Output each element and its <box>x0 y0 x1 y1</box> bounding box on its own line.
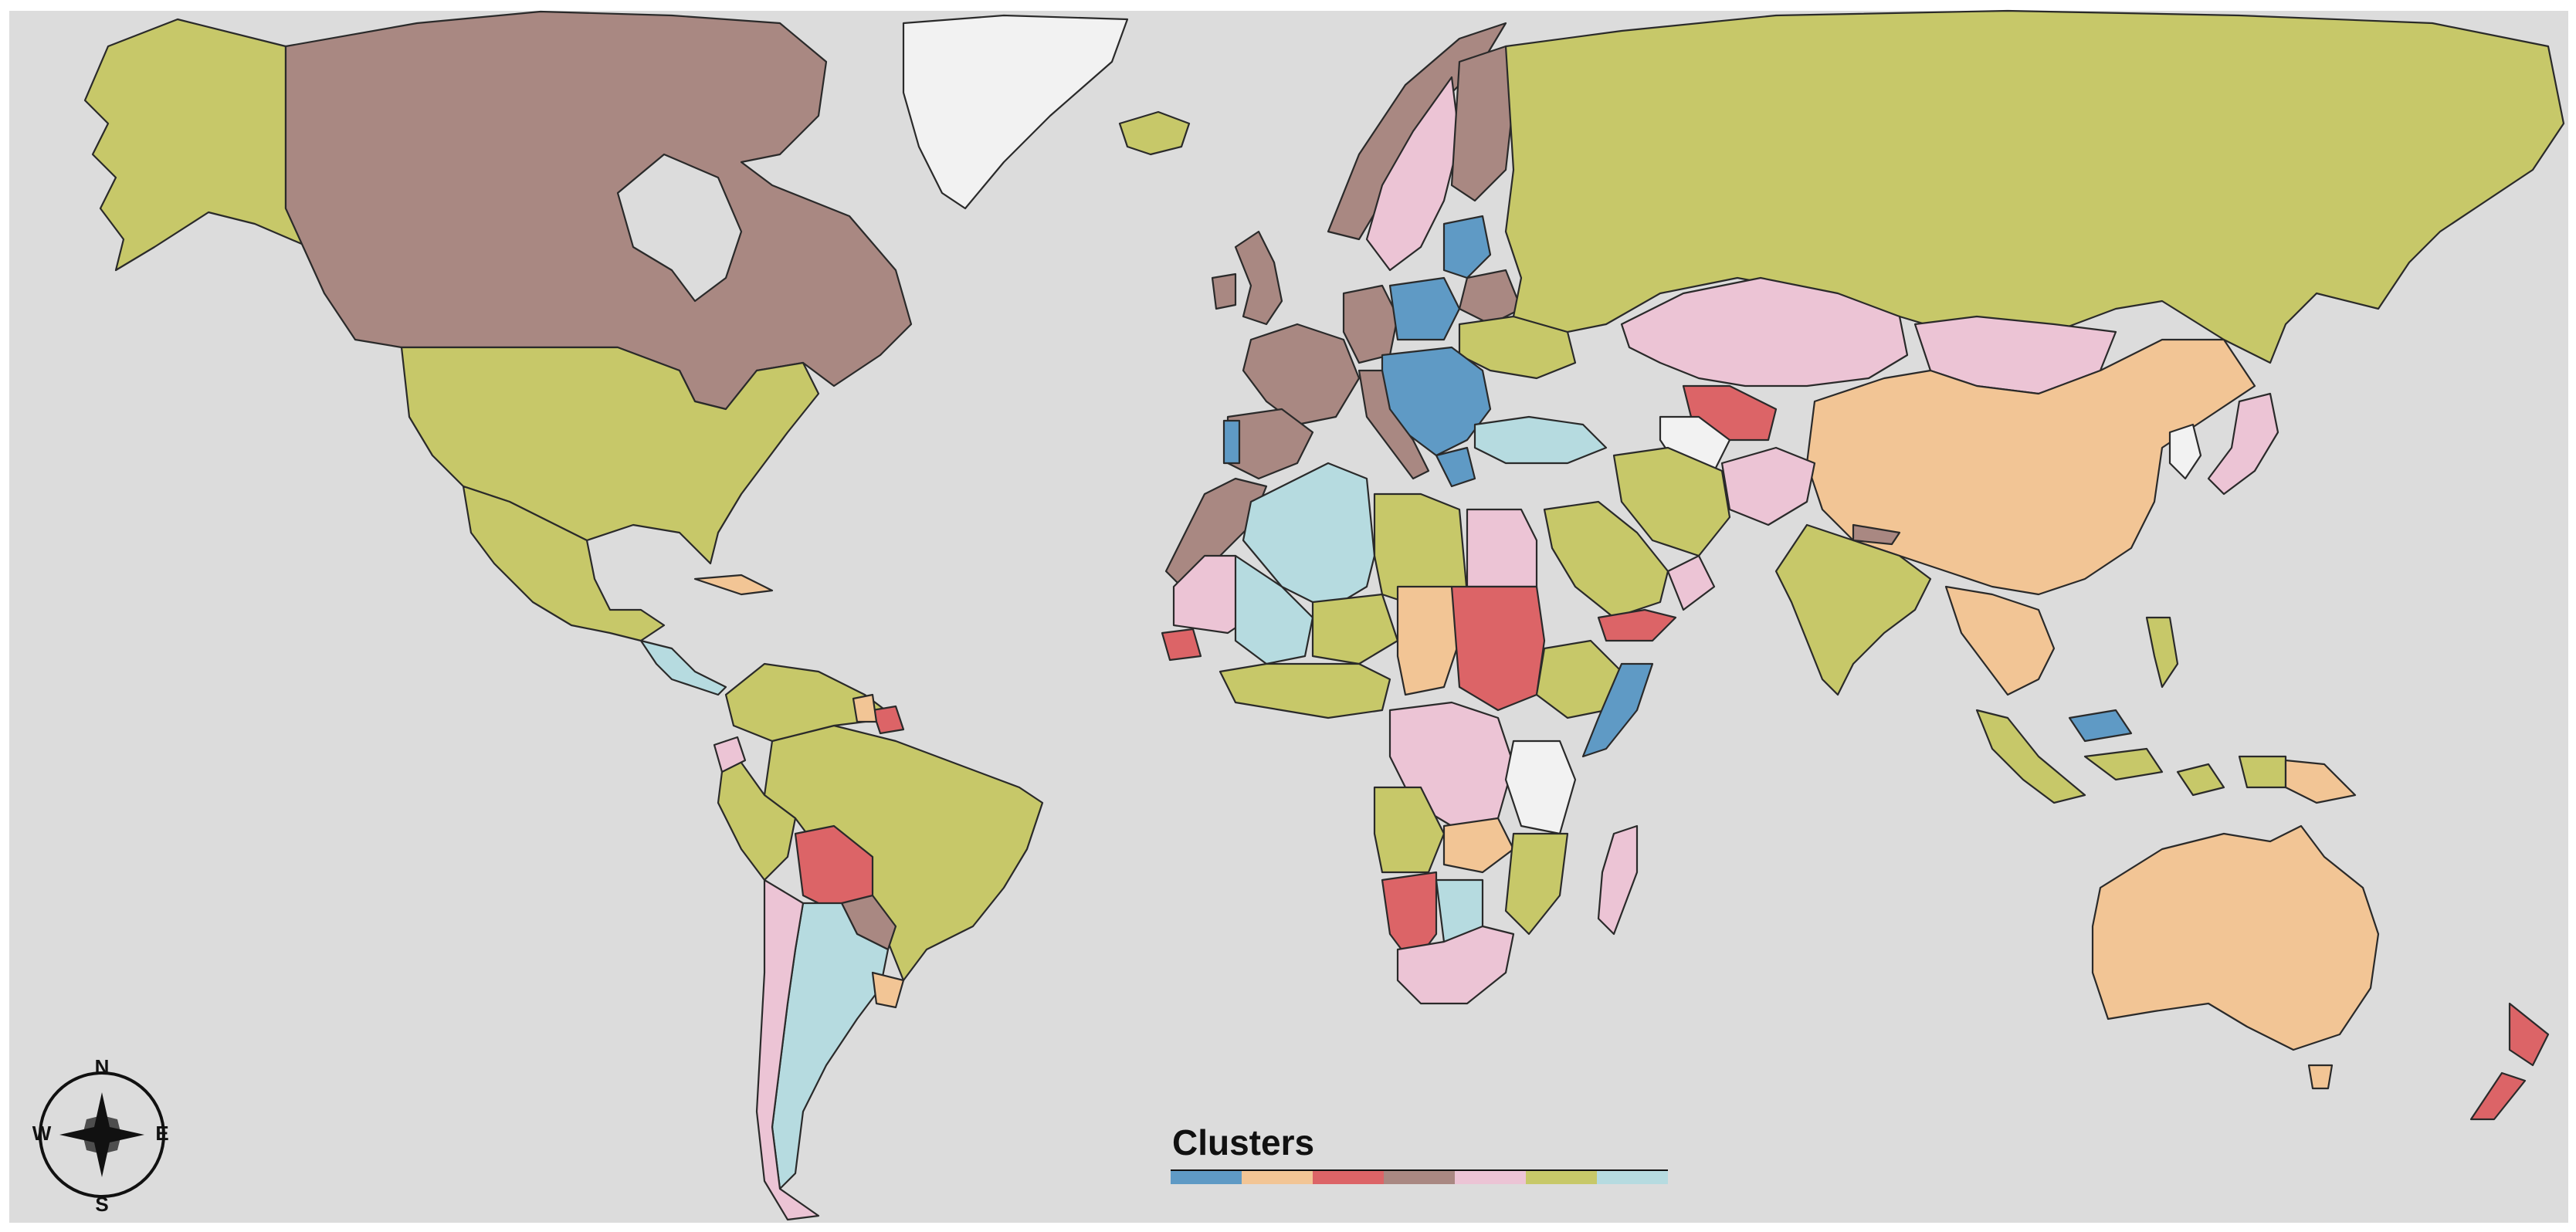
country-turkey[interactable] <box>1473 415 1608 465</box>
country-russia[interactable] <box>1504 9 2565 364</box>
country-iran[interactable] <box>1612 446 1731 557</box>
country-indonesia[interactable] <box>1975 709 2287 804</box>
country-greenland[interactable] <box>902 14 1129 210</box>
country-kazakhstan[interactable] <box>1620 276 1909 388</box>
compass-east-label: E <box>155 1122 168 1145</box>
compass-star-inner-icon <box>83 1115 121 1154</box>
legend-swatch-2 <box>1242 1170 1313 1184</box>
compass-west-label: W <box>32 1122 52 1145</box>
country-guyana[interactable] <box>871 705 905 735</box>
country-egypt[interactable] <box>1466 508 1538 588</box>
country-peru[interactable] <box>717 740 797 882</box>
legend-swatch-6 <box>1526 1170 1597 1184</box>
country-greece[interactable] <box>1435 446 1476 488</box>
country-france[interactable] <box>1242 323 1361 426</box>
compass-south-label: S <box>95 1193 108 1216</box>
country-chile[interactable] <box>755 878 820 1221</box>
country-algeria[interactable] <box>1242 462 1376 611</box>
legend-title: Clusters <box>1172 1122 1314 1163</box>
country-japan[interactable] <box>2207 392 2279 496</box>
country-papua-new-guinea[interactable] <box>2284 759 2357 804</box>
country-baltics[interactable] <box>1442 215 1492 279</box>
country-india[interactable] <box>1774 523 1932 696</box>
country-belarus[interactable] <box>1458 269 1523 326</box>
legend-color-bar <box>1171 1169 1668 1184</box>
country-portugal[interactable] <box>1222 419 1241 465</box>
country-mali[interactable] <box>1234 554 1314 665</box>
country-australia[interactable] <box>2091 824 2380 1051</box>
country-new-zealand[interactable] <box>2469 1002 2550 1121</box>
legend: Clusters <box>1171 1122 1668 1184</box>
country-yemen[interactable] <box>1597 608 1677 642</box>
country-mexico[interactable] <box>462 485 666 642</box>
country-uk[interactable] <box>1234 230 1283 326</box>
country-philippines[interactable] <box>2145 616 2179 689</box>
legend-swatch-4 <box>1384 1170 1455 1184</box>
country-angola[interactable] <box>1373 786 1446 874</box>
hudson-bay <box>616 153 743 303</box>
country-korea[interactable] <box>2168 423 2202 480</box>
country-south-africa[interactable] <box>1396 925 1515 1005</box>
country-mozambique[interactable] <box>1504 832 1569 936</box>
legend-swatch-1 <box>1171 1170 1242 1184</box>
country-iceland[interactable] <box>1118 110 1191 156</box>
country-nepal[interactable] <box>1852 523 1901 546</box>
compass-ring <box>39 1071 165 1198</box>
country-suriname[interactable] <box>852 693 878 723</box>
country-malaysia[interactable] <box>2068 709 2133 743</box>
country-zambia[interactable] <box>1442 817 1515 874</box>
country-southeast-asia[interactable] <box>1944 585 2056 696</box>
country-ecuador[interactable] <box>713 736 747 773</box>
country-somalia[interactable] <box>1581 662 1654 758</box>
country-cuba[interactable] <box>693 574 774 596</box>
country-ireland[interactable] <box>1211 272 1237 310</box>
country-afghanistan[interactable] <box>1720 446 1816 526</box>
country-uruguay[interactable] <box>871 971 905 1009</box>
compass-rose: N S E W <box>32 1055 169 1216</box>
legend-swatch-5 <box>1455 1170 1526 1184</box>
legend-swatch-3 <box>1313 1170 1384 1184</box>
country-sudan[interactable] <box>1450 585 1546 712</box>
country-italy[interactable] <box>1357 369 1430 480</box>
country-central-america[interactable] <box>639 639 727 696</box>
country-tasmania[interactable] <box>2307 1064 2334 1090</box>
country-saudi-arabia[interactable] <box>1543 500 1669 619</box>
legend-swatch-7 <box>1597 1170 1668 1184</box>
compass-north-label: N <box>95 1055 110 1078</box>
country-niger[interactable] <box>1311 593 1399 665</box>
country-oman[interactable] <box>1666 554 1716 611</box>
country-senegal[interactable] <box>1161 628 1202 662</box>
country-madagascar[interactable] <box>1597 824 1639 936</box>
country-poland[interactable] <box>1388 276 1461 341</box>
country-west-africa[interactable] <box>1219 662 1391 719</box>
